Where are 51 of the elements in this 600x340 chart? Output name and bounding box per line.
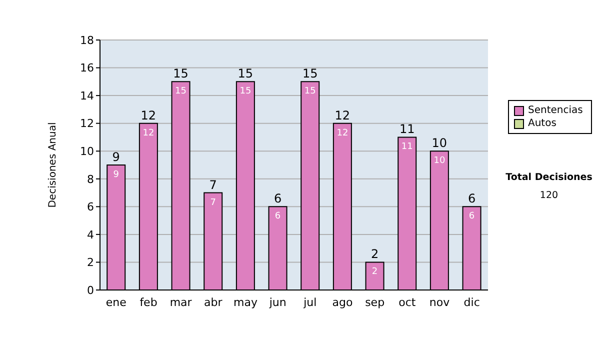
y-tick-label: 12 [80, 117, 94, 130]
y-tick-label: 2 [87, 256, 94, 270]
y-tick-label: 4 [87, 228, 94, 242]
y-axis-title: Decisiones Anual [48, 122, 59, 208]
total-label: 11 [399, 122, 415, 136]
total-label: 6 [274, 192, 282, 206]
x-tick-label: sep [365, 296, 385, 309]
text: 120 [538, 190, 560, 201]
x-tick-label: dic [464, 296, 480, 309]
x-tick-label: jul [302, 296, 317, 309]
data-label: 15 [175, 86, 187, 97]
x-tick-label: may [234, 296, 258, 309]
total-label: 7 [209, 178, 217, 192]
y-tick-label: 14 [80, 89, 94, 102]
x-tick-label: ago [332, 296, 353, 309]
total-label: 2 [370, 247, 379, 262]
x-tick-label: jun [268, 296, 286, 309]
x-tick-label: abr [204, 296, 223, 309]
x-tick-label: mar [170, 296, 192, 309]
data-label: 7 [210, 198, 216, 208]
total-label: 15 [302, 66, 318, 81]
y-tick-label: 18 [80, 34, 94, 47]
total-label: 12 [334, 108, 350, 122]
data-label: 6 [274, 212, 281, 222]
x-tick-label: nov [429, 296, 450, 309]
text: Total Decisiones [504, 172, 594, 183]
legend-label: Autos [528, 117, 556, 130]
data-label: 2 [372, 267, 378, 278]
total-label: 9 [112, 150, 120, 164]
x-tick-label: feb [140, 296, 158, 309]
total-label: 15 [173, 66, 188, 81]
data-label: 12 [336, 128, 348, 138]
total-label: 12 [140, 108, 156, 122]
total-label: 10 [432, 136, 448, 150]
total-label: 15 [238, 66, 254, 81]
data-label: 15 [240, 86, 252, 97]
x-tick-label: oct [398, 296, 416, 309]
x-tick-label: ene [106, 296, 127, 309]
legend-label: Sentencias [528, 104, 583, 117]
data-label: 11 [401, 142, 413, 152]
total-label: 6 [468, 192, 476, 206]
y-tick-label: 6 [87, 200, 94, 214]
y-tick-label: 8 [87, 172, 94, 186]
y-tick-label: 16 [80, 62, 94, 75]
y-tick-label: 10 [80, 145, 94, 158]
data-label: 6 [468, 212, 475, 222]
data-label: 10 [434, 156, 446, 166]
data-label: 15 [304, 86, 316, 97]
y-tick-label: 0 [87, 284, 94, 297]
data-label: 9 [113, 170, 120, 180]
data-label: 12 [142, 128, 154, 138]
